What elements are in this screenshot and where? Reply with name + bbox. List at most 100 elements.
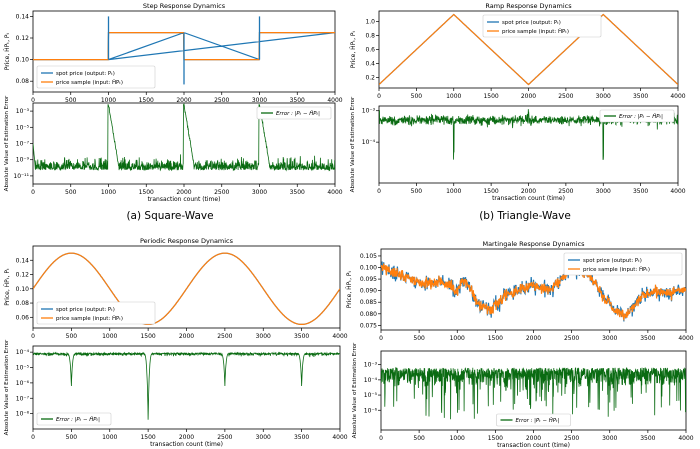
triangle-price-ytick-label: 0.4: [365, 61, 375, 68]
triangle-price-xtick-label: 3000: [596, 93, 611, 100]
square-legend-box: [36, 65, 156, 89]
periodic-price-ytick-label: 0.10: [16, 286, 30, 293]
square-legend-label: spot price (output: Pₜ): [56, 71, 115, 77]
martingale-error-xtick-label: 2000: [526, 435, 541, 442]
triangle-price-ytick-label: 0.2: [365, 75, 375, 82]
panel-periodic: 0 500 1000 1500 2000 2500 3000 3500 4000 0.06 0.08…: [4, 237, 348, 448]
periodic-error-ytick-label: 10⁻⁴: [16, 349, 30, 356]
square-error-legend-label: Error : |Pₜ − ĤPₜ|: [276, 110, 320, 117]
periodic-legend-box: [36, 301, 156, 325]
periodic-price-ytick-label: 0.12: [16, 272, 30, 279]
square-price-xtick-label: 4000: [327, 97, 342, 104]
martingale-price-ytick-label: 0.085: [360, 299, 377, 306]
square-legend: spot price (output: Pₜ) price sample (inp…: [36, 65, 156, 89]
triangle-error-ytick-label: 10⁻⁴: [362, 139, 376, 146]
triangle-xlabel: transaction count (time): [492, 195, 565, 202]
periodic-xlabel: transaction count (time): [150, 441, 223, 448]
martingale-error-xtick-label: 3000: [602, 435, 617, 442]
square-price-xtick-label: 1000: [101, 97, 116, 104]
martingale-price-xtick-label: 1500: [488, 335, 503, 342]
square-error-ytick-label: 10⁻¹¹: [13, 173, 29, 180]
square-ylabel: Price, ĤPₜ, Pₜ: [4, 32, 11, 70]
periodic-error-xtick-label: 1000: [102, 434, 117, 441]
periodic-error-xtick-label: 500: [66, 434, 78, 441]
triangle-price-ytick-label: 1.0: [365, 19, 375, 26]
square-error-line: [33, 103, 335, 172]
triangle-error-xtick-label: 1500: [483, 188, 498, 195]
martingale-error-ytick-label: 10⁻⁵: [364, 392, 378, 399]
periodic-legend-label: price sample (input: ĤPₜ): [56, 315, 123, 322]
martingale-price-xtick-label: 2000: [526, 335, 541, 342]
martingale-error-ytick-label: 10⁻³: [364, 362, 378, 369]
martingale-price-sample-line: [381, 259, 686, 322]
square-price-ytick-label: 0.12: [16, 35, 30, 42]
periodic-price-ytick-label: 0.08: [16, 300, 30, 307]
martingale-legend-box: [563, 252, 683, 276]
triangle-error-ytick-label: 10⁻³: [362, 108, 376, 115]
panel-martingale: 0 500 1000 1500 2000 2500 3000 3500 4000 0.075 0.0…: [346, 240, 694, 449]
square-error-xtick-label: 3500: [290, 189, 305, 196]
martingale-price-xtick-label: 1000: [450, 335, 465, 342]
periodic-legend: spot price (output: Pₜ) price sample (inp…: [36, 301, 156, 325]
periodic-error-legend: Error : |Pₜ − ĤPₜ|: [36, 412, 112, 426]
triangle-error-xtick-label: 2000: [521, 188, 536, 195]
martingale-price-xtick-label: 0: [379, 335, 383, 342]
martingale-price-ytick-label: 0.095: [360, 276, 377, 283]
triangle-error-legend-label: Error : |Pₜ − ĤPₜ|: [619, 113, 663, 120]
periodic-price-xtick-label: 3000: [256, 333, 271, 340]
martingale-legend: spot price (output: Pₜ) price sample (inp…: [563, 252, 683, 276]
triangle-ylabel: Price, ĤPₜ, Pₜ: [350, 30, 357, 68]
martingale-price-xtick-label: 4000: [678, 335, 693, 342]
square-error-ylabel: Absolute Value of Estimation Error: [4, 95, 10, 191]
martingale-error-xtick-label: 2500: [564, 435, 579, 442]
square-price-xtick-label: 500: [65, 97, 77, 104]
square-price-xtick-label: 3500: [290, 97, 305, 104]
martingale-error-xtick-label: 1500: [488, 435, 503, 442]
martingale-error-xtick-label: 3500: [640, 435, 655, 442]
periodic-price-xtick-label: 500: [66, 333, 78, 340]
square-error-xtick-label: 2000: [176, 189, 191, 196]
martingale-error-group: [381, 366, 686, 420]
periodic-error-line: [33, 351, 340, 420]
martingale-error-ytick-label: 10⁻⁶: [364, 407, 378, 414]
periodic-price-xtick-label: 3500: [294, 333, 309, 340]
square-error-legend: Error : |Pₜ − ĤPₜ|: [256, 106, 332, 120]
periodic-price-ytick-label: 0.14: [16, 257, 30, 264]
martingale-error-legend-label: Error : |Pₜ − ĤPₜ|: [516, 417, 560, 424]
martingale-error-xtick-label: 0: [379, 435, 383, 442]
triangle-error-xtick-label: 0: [377, 188, 381, 195]
martingale-price-ytick-label: 0.090: [360, 288, 377, 295]
periodic-price-ytick-label: 0.06: [16, 314, 30, 321]
martingale-price-xtick-label: 3500: [640, 335, 655, 342]
periodic-error-ytick-label: 10⁻⁸: [16, 411, 30, 418]
triangle-price-xtick-label: 1000: [446, 93, 461, 100]
periodic-error-ytick-label: 10⁻⁶: [16, 380, 30, 387]
triangle-error-legend: Error : |Pₜ − ĤPₜ|: [599, 109, 675, 123]
square-price-xtick-label: 0: [31, 97, 35, 104]
triangle-price-xtick-label: 2000: [521, 93, 536, 100]
square-error-ytick-label: 10⁻³: [16, 108, 30, 115]
periodic-error-ytick-label: 10⁻⁵: [16, 365, 30, 372]
triangle-error-xtick-label: 3500: [633, 188, 648, 195]
periodic-title: Periodic Response Dynamics: [140, 237, 234, 245]
triangle-legend: spot price (output: Pₜ) price sample (inp…: [482, 14, 602, 38]
square-price-ytick-label: 0.14: [16, 13, 30, 20]
periodic-error-xtick-label: 3000: [256, 434, 271, 441]
martingale-error-xtick-label: 1000: [450, 435, 465, 442]
square-error-xtick-label: 2500: [214, 189, 229, 196]
triangle-legend-box: [482, 14, 602, 38]
periodic-error-xtick-label: 3500: [294, 434, 309, 441]
triangle-price-ytick-label: 0.6: [365, 47, 375, 54]
triangle-price-ytick-label: 0.8: [365, 33, 375, 40]
triangle-title: Ramp Response Dynamics: [485, 2, 572, 10]
martingale-ylabel: Price, ĤPₜ, Pₜ: [346, 270, 353, 308]
periodic-price-xtick-label: 0: [31, 333, 35, 340]
periodic-error-legend-box: [36, 412, 112, 426]
triangle-series-group: [379, 13, 678, 86]
square-error-xtick-label: 4000: [327, 189, 342, 196]
square-error-group: [33, 103, 335, 172]
periodic-legend-label: spot price (output: Pₜ): [56, 307, 115, 313]
triangle-error-legend-box: [599, 109, 675, 123]
triangle-legend-label: spot price (output: Pₜ): [502, 20, 561, 26]
